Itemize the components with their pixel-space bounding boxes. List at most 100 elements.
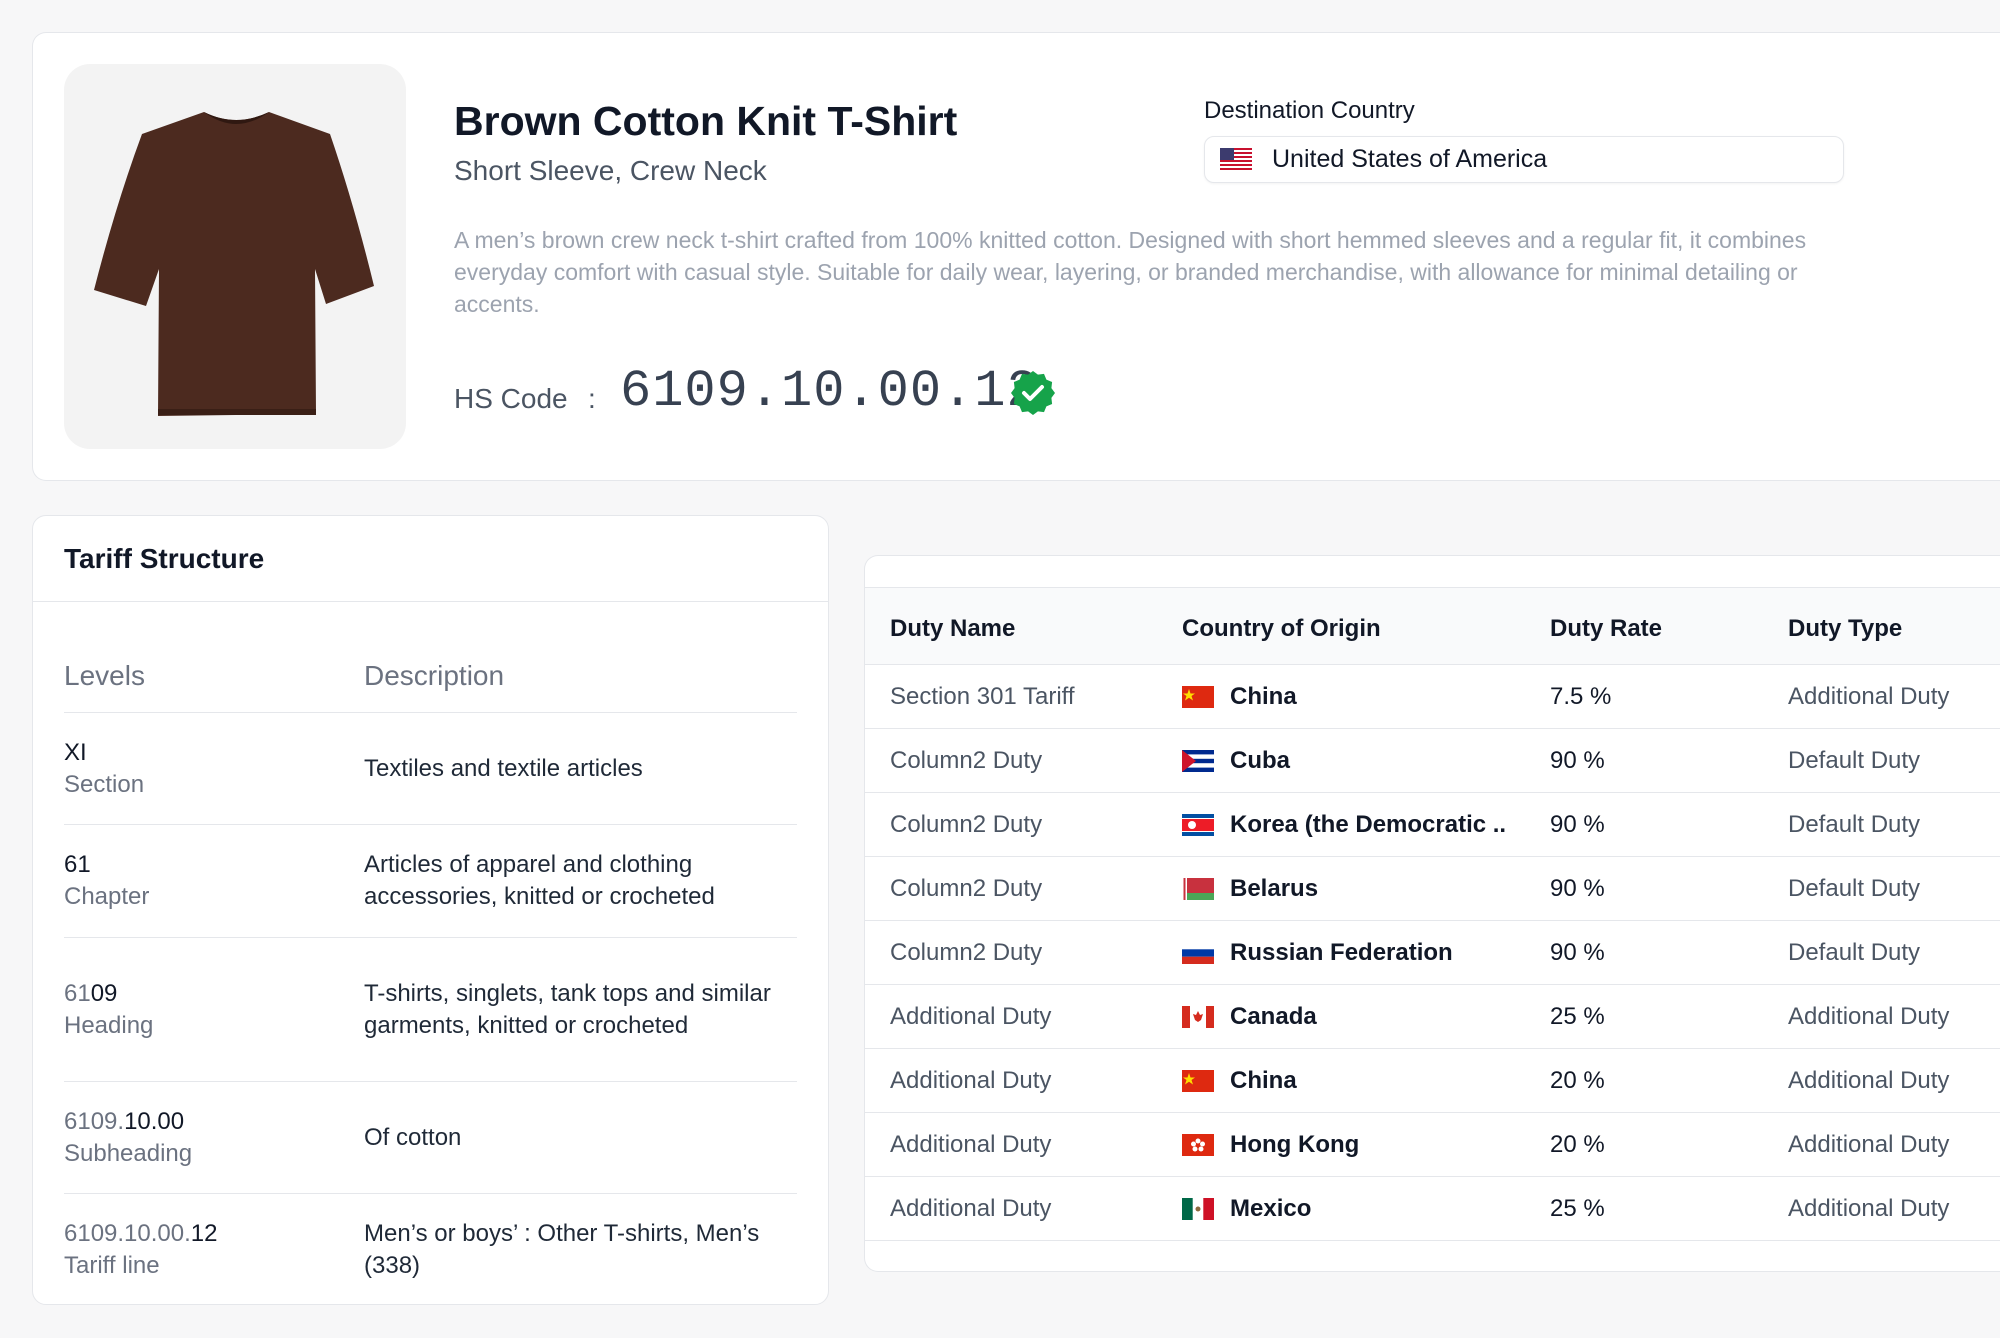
flag — [1182, 1006, 1214, 1028]
level-cell: XI Section — [64, 737, 364, 801]
duty-rate: 90 % — [1550, 939, 1605, 966]
duty-type: Default Duty — [1788, 811, 1921, 838]
country: China — [1230, 1067, 1297, 1094]
duty-type: Additional Duty — [1788, 1195, 1950, 1222]
code-prefix: 6109.10.00. — [64, 1219, 191, 1247]
duty-type: Additional Duty — [1788, 1067, 1950, 1094]
hs-code: 6109.10.00.12 — [620, 362, 1039, 421]
duty-name: Column2 Duty — [890, 875, 1043, 902]
flag — [1182, 1198, 1214, 1220]
tariff-row: XI Section Textiles and textile articles — [64, 713, 797, 825]
level-description: Textiles and textile articles — [364, 754, 643, 782]
country: China — [1230, 683, 1297, 710]
duty-row: Column2 Duty Belarus 90 % Default Duty — [864, 857, 2000, 921]
duty-type: Default Duty — [1788, 747, 1921, 774]
duty-name: Section 301 Tariff — [890, 683, 1075, 710]
level-cell: 61 Chapter — [64, 849, 364, 913]
tariff-row: 6109.10.00.12 Tariff line Men’s or boys’ :… — [64, 1194, 797, 1305]
level-name: Section — [64, 770, 145, 798]
level-name: Heading — [64, 1011, 154, 1039]
flag — [1182, 1134, 1214, 1156]
duty-row: Column2 Duty Korea (the Democratic .. 90 %… — [864, 793, 2000, 857]
column-header: Duty Type — [1788, 615, 1903, 642]
divider — [33, 601, 828, 602]
duty-name: Additional Duty — [890, 1131, 1052, 1158]
flag-usa — [1220, 148, 1252, 170]
tariff-title: Tariff Structure — [64, 543, 265, 574]
duty-row: Additional Duty Hong Kong 20 % Additional D… — [864, 1113, 2000, 1177]
duty-name: Column2 Duty — [890, 747, 1043, 774]
tariff-row: 6109 Heading T-shirts, singlets, tank tops… — [64, 938, 797, 1082]
code: 09 — [90, 979, 118, 1007]
product-image — [64, 64, 406, 449]
code: XI — [64, 738, 87, 766]
duty-type: Default Duty — [1788, 875, 1921, 902]
tariff-header-row: Levels Description — [64, 640, 797, 713]
product-title: Brown Cotton Knit T-Shirt — [454, 98, 958, 144]
duty-rate: 90 % — [1550, 875, 1605, 902]
country: Cuba — [1230, 747, 1290, 774]
column-header: Country of Origin — [1182, 615, 1381, 642]
level-name: Tariff line — [64, 1251, 160, 1279]
duty-header — [865, 587, 2000, 665]
destination-select[interactable]: United States of America — [1204, 136, 1844, 183]
duty-name: Additional Duty — [890, 1195, 1052, 1222]
tariff-row: 61 Chapter Articles of apparel and clothin… — [64, 825, 797, 938]
level-description: T-shirts, singlets, tank tops and simila… — [364, 979, 771, 1039]
country: Belarus — [1230, 875, 1319, 902]
column-header: Duty Rate — [1550, 615, 1663, 642]
level-cell: 6109.10.00 Subheading — [64, 1106, 364, 1170]
level-name: Chapter — [64, 883, 150, 910]
tariff-card: Tariff Structure — [32, 515, 829, 1305]
duty-row: Additional Duty Canada 25 % Additional Duty — [864, 985, 2000, 1049]
duty-name: Column2 Duty — [890, 939, 1043, 966]
tariff-row: 6109.10.00 Subheading Of cotton — [64, 1082, 797, 1194]
duty-type: Additional Duty — [1788, 683, 1950, 710]
level-description: Articles of apparel and clothing accesso… — [364, 851, 715, 910]
country: Mexico — [1230, 1195, 1312, 1222]
flag — [1182, 814, 1214, 836]
column-header: Levels — [64, 660, 145, 691]
code: 12 — [190, 1219, 218, 1247]
hs-code-label: HS Code — [454, 383, 568, 414]
flag — [1182, 942, 1214, 964]
code: 61 — [64, 851, 91, 878]
country: Canada — [1230, 1003, 1317, 1030]
duty-rate: 90 % — [1550, 811, 1605, 838]
flag — [1182, 686, 1214, 708]
duty-row: Section 301 Tariff China 7.5 % Additional D… — [864, 665, 2000, 729]
duty-type: Additional Duty — [1788, 1131, 1950, 1158]
duty-name: Column2 Duty — [890, 811, 1043, 838]
code: 10.00 — [124, 1107, 185, 1135]
flag — [1182, 750, 1214, 772]
duty-rate: 25 % — [1550, 1003, 1605, 1030]
duty-row: Additional Duty China 20 % Additional Duty — [864, 1049, 2000, 1113]
flag — [1182, 878, 1214, 900]
duty-type: Default Duty — [1788, 939, 1921, 966]
code-prefix: 6109. — [64, 1107, 125, 1135]
hs-code-separator: : — [588, 383, 596, 414]
country: Korea (the Democratic .. — [1230, 811, 1507, 838]
t-shirt-icon — [94, 112, 374, 416]
column-header: Description — [364, 660, 505, 691]
flag — [1182, 1070, 1214, 1092]
destination-country: United States of America — [1272, 145, 1548, 173]
level-description: Of cotton — [364, 1123, 462, 1151]
duty-row: Column2 Duty Cuba 90 % Default Duty — [864, 729, 2000, 793]
duty-rate: 20 % — [1550, 1067, 1605, 1094]
duty-rate: 90 % — [1550, 747, 1605, 774]
level-cell: 6109.10.00.12 Tariff line — [64, 1218, 364, 1282]
country: Russian Federation — [1230, 939, 1453, 966]
duty-type: Additional Duty — [1788, 1003, 1950, 1030]
duty-header-row: Duty Name Country of Origin Duty Rate Duty … — [864, 593, 2000, 665]
duty-row: Additional Duty Mexico 25 % Additional Duty — [864, 1177, 2000, 1241]
duty-name: Additional Duty — [890, 1067, 1052, 1094]
column-header: Duty Name — [890, 615, 1016, 642]
country: Hong Kong — [1230, 1131, 1360, 1158]
duty-card — [864, 555, 2000, 1272]
duty-rate: 20 % — [1550, 1131, 1605, 1158]
duty-rate: 25 % — [1550, 1195, 1605, 1222]
duty-name: Additional Duty — [890, 1003, 1052, 1030]
level-description: Men’s or boys’ : Other T-shirts, Men’s (… — [364, 1219, 760, 1279]
